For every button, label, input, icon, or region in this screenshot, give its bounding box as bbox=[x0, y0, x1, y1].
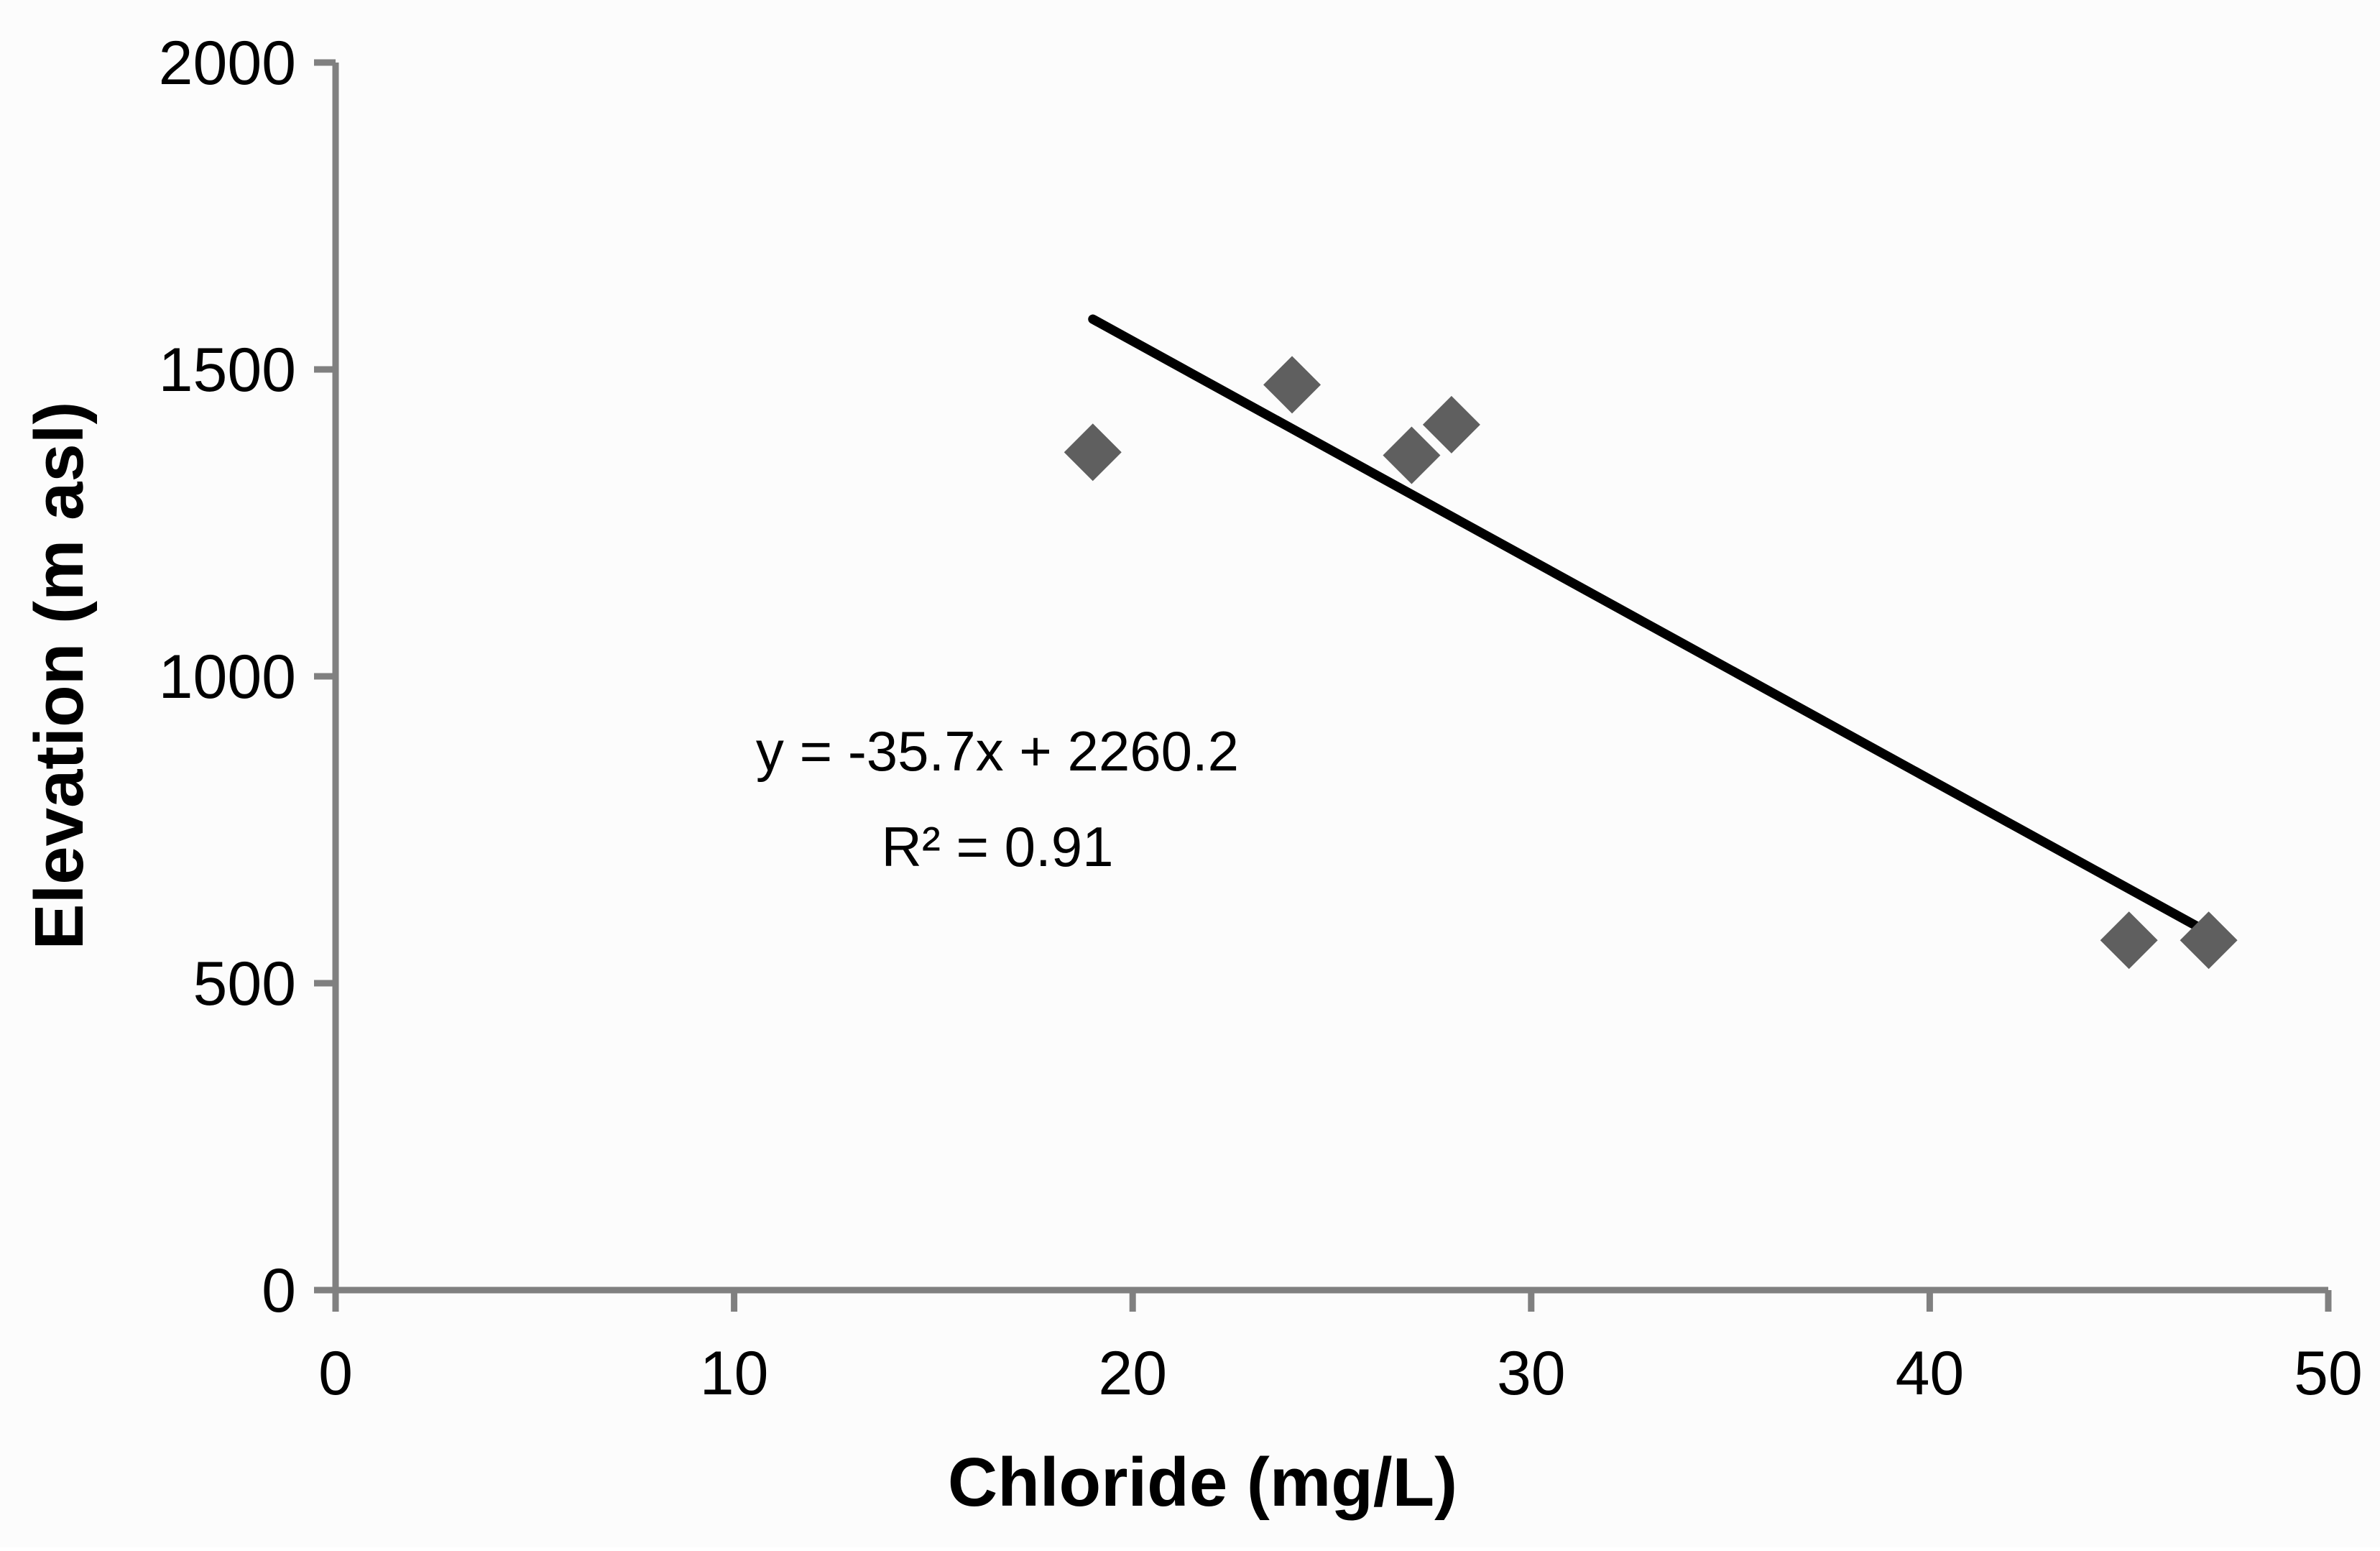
regression-equation: y = -35.7x + 2260.2 bbox=[756, 719, 1239, 783]
r-squared-label: R² = 0.91 bbox=[881, 815, 1113, 878]
data-point bbox=[1422, 395, 1480, 454]
data-point bbox=[1064, 423, 1122, 482]
x-tick-label: 20 bbox=[1098, 1339, 1167, 1408]
y-tick-label: 0 bbox=[262, 1256, 296, 1325]
x-tick-label: 40 bbox=[1896, 1339, 1965, 1408]
x-axis-title: Chloride (mg/L) bbox=[948, 1444, 1457, 1521]
data-point bbox=[1263, 356, 1322, 414]
y-tick-label: 1000 bbox=[159, 643, 296, 712]
data-point bbox=[1383, 426, 1441, 484]
y-tick-label: 2000 bbox=[159, 29, 296, 98]
data-point bbox=[2100, 911, 2158, 970]
trendline bbox=[1088, 314, 2214, 938]
x-tick-label: 30 bbox=[1497, 1339, 1566, 1408]
y-axis-title: Elevation (m asl) bbox=[21, 402, 98, 950]
y-tick-label: 1500 bbox=[159, 336, 296, 405]
axes bbox=[314, 63, 2328, 1294]
x-tick-label: 10 bbox=[700, 1339, 769, 1408]
data-points bbox=[1064, 356, 2238, 970]
trendline-group bbox=[1088, 314, 2214, 938]
x-tick-label: 0 bbox=[318, 1339, 353, 1408]
x-tick-label: 50 bbox=[2294, 1339, 2363, 1408]
data-point bbox=[2180, 911, 2238, 970]
regression-annotation: y = -35.7x + 2260.2 R² = 0.91 bbox=[756, 719, 1239, 878]
axis-ticks: 0 500 1000 1500 2000 0 10 20 30 40 50 bbox=[159, 29, 2363, 1408]
y-tick-label: 500 bbox=[193, 949, 297, 1018]
